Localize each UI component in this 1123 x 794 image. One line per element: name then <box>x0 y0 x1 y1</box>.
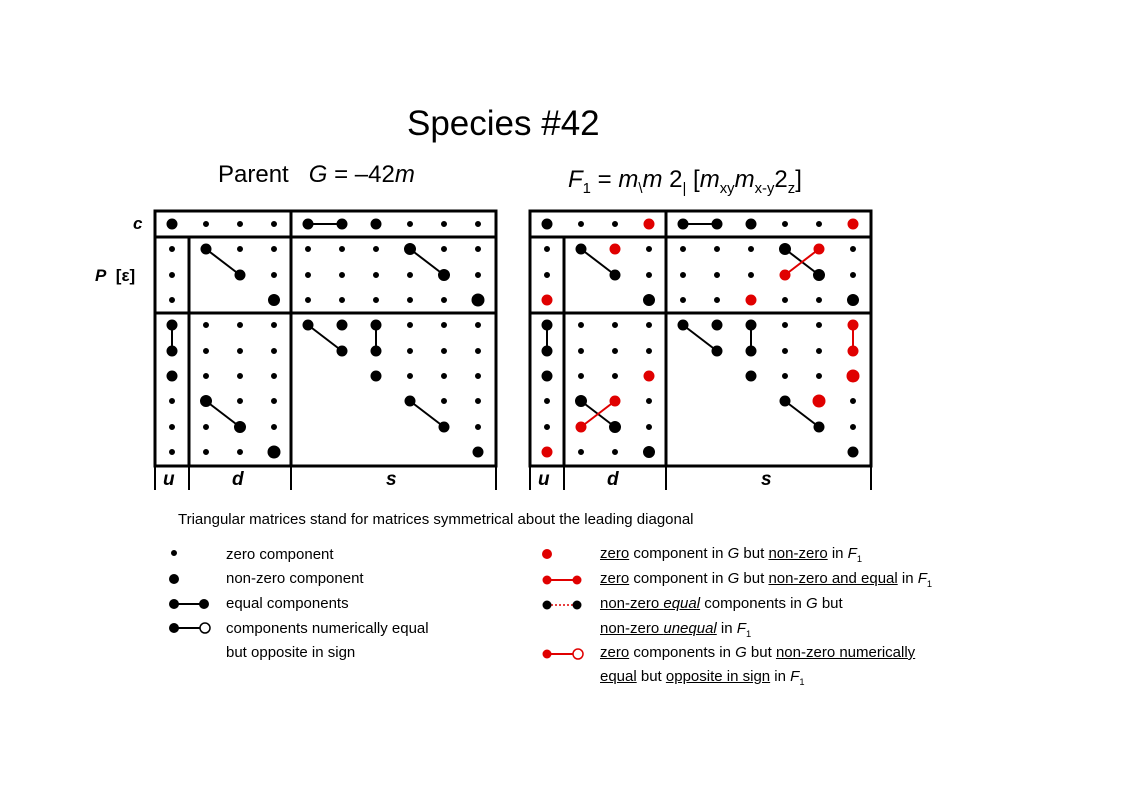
r3-d: but <box>817 595 843 612</box>
r2-a: zero <box>600 570 630 587</box>
r3-a: non-zero <box>600 595 664 612</box>
f1-sub5: x-y <box>754 180 775 197</box>
col-label-d-right: d <box>607 469 619 490</box>
f1-eq: = <box>590 166 619 193</box>
r5-b: components in <box>629 644 736 661</box>
f1-m3: m <box>699 166 720 193</box>
r6-a: equal <box>600 668 637 685</box>
parent-m: m <box>394 161 415 188</box>
row-label-c: c <box>133 214 143 233</box>
r2-b: component in <box>629 570 728 587</box>
r1-d: non-zero <box>768 545 828 562</box>
r2-d: non-zero and equal <box>768 570 898 587</box>
row-label-p: P [ε] <box>95 266 135 286</box>
f1-m1: m <box>618 166 639 193</box>
r2-e: in <box>897 570 918 587</box>
r4-f: F <box>736 620 746 637</box>
legend-right-2: zero component in G but non-zero and equ… <box>600 570 932 589</box>
legend-left-3: components numerically equal <box>226 620 429 637</box>
legend-right-4: non-zero unequal in F1 <box>600 620 751 639</box>
r6-c: opposite in sign <box>665 668 771 685</box>
r5-d: non-zero numerically <box>775 644 916 661</box>
f1-t3: 2 <box>774 166 788 193</box>
right-matrix-content <box>541 218 860 458</box>
parent-label: Parent <box>218 161 289 188</box>
legend-right-1: zero component in G but non-zero in F1 <box>600 545 862 564</box>
col-label-d-left: d <box>232 469 244 490</box>
legend-left-4: but opposite in sign <box>226 644 356 661</box>
r3-b: equal <box>663 595 701 612</box>
row-label-eps: [ε] <box>115 266 136 285</box>
r5-c: but <box>746 644 776 661</box>
r1-c: but <box>739 545 769 562</box>
r6-b: but <box>636 668 666 685</box>
legend-right-3: non-zero equal components in G but <box>600 595 843 612</box>
legend-left-2: equal components <box>226 595 349 612</box>
r3-g: G <box>805 595 818 612</box>
r2-f: F <box>917 570 927 587</box>
f1-f: F <box>568 166 583 193</box>
page-title: Species #42 <box>407 104 600 143</box>
r4-c: in <box>716 620 737 637</box>
r5-a: zero <box>600 644 630 661</box>
f1-m4: m <box>734 166 755 193</box>
right-matrix-frame <box>528 209 873 490</box>
parent-heading: Parent G = –42m <box>218 161 415 189</box>
r1-f: F <box>847 545 857 562</box>
f1-sub2: \ <box>638 180 643 197</box>
r1-g: G <box>727 545 740 562</box>
f1-t1: 2 <box>662 166 683 193</box>
r3-c: components in <box>700 595 806 612</box>
r2-c: but <box>739 570 769 587</box>
f1-sub1: 1 <box>582 180 591 197</box>
f1-m2: m <box>642 166 663 193</box>
f1-sub3: | <box>682 180 687 197</box>
r2-g: G <box>727 570 740 587</box>
col-label-u-right: u <box>538 469 550 490</box>
col-label-s-left: s <box>386 469 397 490</box>
legend-nonzero-dot <box>169 574 179 584</box>
r4-b: unequal <box>663 620 717 637</box>
r6-d: in <box>770 668 791 685</box>
legend-right-symbols <box>542 549 584 660</box>
r1-sub: 1 <box>856 554 863 564</box>
note-text: Triangular matrices stand for matrices s… <box>178 511 694 528</box>
legend-left-0: zero component <box>226 546 334 563</box>
col-label-s-right: s <box>761 469 772 490</box>
legend-left-1: non-zero component <box>226 570 364 587</box>
r6-sub: 1 <box>799 677 805 687</box>
parent-g: G <box>308 161 328 188</box>
r5-g: G <box>735 644 747 661</box>
legend-zero-dot <box>171 550 177 556</box>
f1-sub6: z <box>787 180 796 197</box>
r1-a: zero <box>600 545 630 562</box>
left-matrix-frame <box>153 209 498 490</box>
row-label-p-letter: P <box>95 266 107 285</box>
legend-left-symbols <box>169 550 211 634</box>
r4-a: non-zero <box>600 620 664 637</box>
left-matrix-content <box>166 218 485 459</box>
legend-right-5: zero components in G but non-zero numeri… <box>600 644 915 661</box>
r4-sub: 1 <box>745 629 752 639</box>
legend-right-6: equal but opposite in sign in F1 <box>600 668 805 687</box>
parent-eq: = –42 <box>327 161 395 188</box>
f1-heading: F1 = m\m 2| [mxymx-y2z] <box>568 166 802 197</box>
f1-t4: ] <box>795 166 802 193</box>
r2-sub: 1 <box>926 579 933 589</box>
f1-sub4: xy <box>719 180 735 197</box>
col-label-u-left: u <box>163 469 175 490</box>
f1-t2: [ <box>686 166 700 193</box>
r1-e: in <box>827 545 848 562</box>
r1-b: component in <box>629 545 728 562</box>
r6-f: F <box>790 668 800 685</box>
